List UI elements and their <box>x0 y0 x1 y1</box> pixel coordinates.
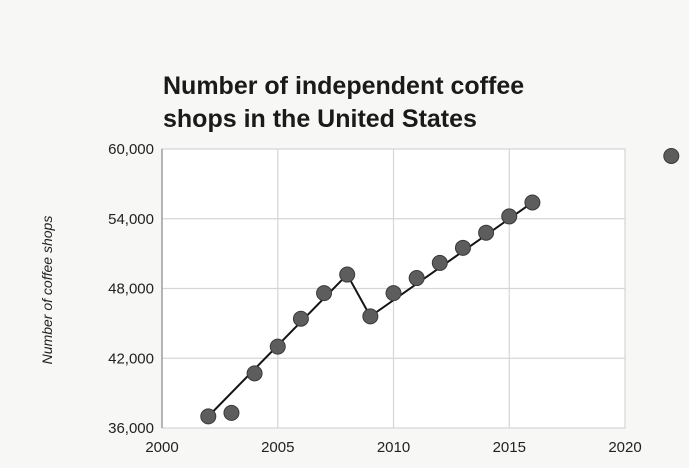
x-tick-label: 2010 <box>377 439 410 456</box>
y-tick-label: 60,000 <box>108 141 154 158</box>
data-points <box>200 147 680 425</box>
y-tick-label: 42,000 <box>108 350 154 367</box>
data-point <box>223 404 240 421</box>
data-point <box>454 239 471 256</box>
data-point <box>316 285 333 302</box>
data-point <box>408 270 425 287</box>
data-point <box>362 308 379 325</box>
chart-title-line-1: Number of independent coffee <box>163 72 525 100</box>
data-point <box>200 408 217 425</box>
tick-labels: 2000 2005 2010 2015 2020 36,000 42,000 48,000 54… <box>108 141 642 456</box>
data-point <box>501 208 518 225</box>
y-tick-label: 48,000 <box>108 281 154 298</box>
x-tick-label: 2000 <box>145 439 178 456</box>
data-point <box>478 224 495 241</box>
data-point <box>524 194 541 211</box>
data-point <box>246 365 263 382</box>
y-tick-label: 36,000 <box>108 420 154 437</box>
data-point <box>385 285 402 302</box>
x-tick-label: 2005 <box>261 439 294 456</box>
data-point <box>269 338 286 355</box>
x-tick-label: 2015 <box>493 439 526 456</box>
chart-title-line-2: shops in the United States <box>163 105 477 133</box>
data-point <box>292 310 309 327</box>
chart-title: Number of independent coffee shops in th… <box>163 70 623 136</box>
x-tick-label: 2020 <box>608 439 641 456</box>
data-point <box>339 266 356 283</box>
outlier-point <box>663 147 680 164</box>
data-point <box>431 254 448 271</box>
y-tick-label: 54,000 <box>108 211 154 228</box>
grid <box>161 148 626 429</box>
